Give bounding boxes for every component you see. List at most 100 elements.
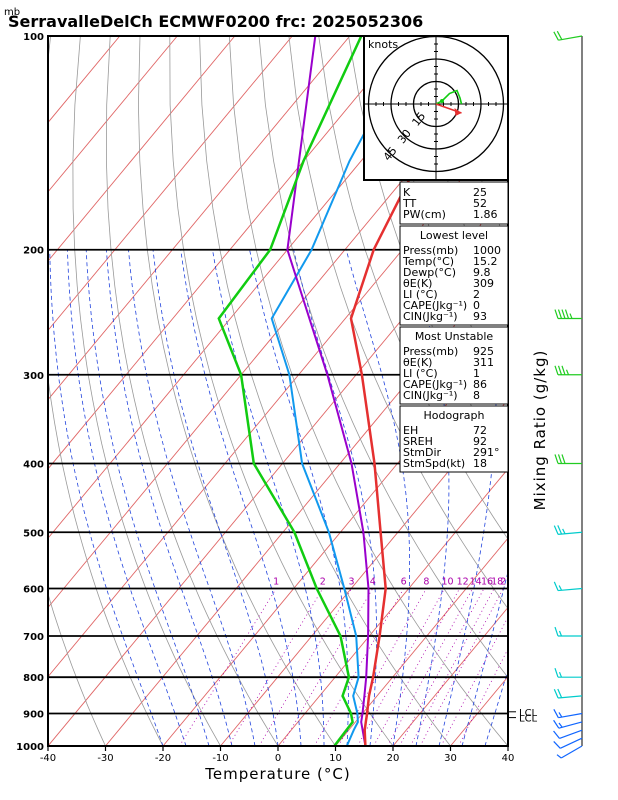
lowest-level-label: Press(mb)	[403, 244, 458, 257]
wind-barb-half	[558, 671, 563, 678]
mixing-ratio-label: 18	[491, 576, 503, 587]
pressure-tick-label: 700	[23, 632, 44, 643]
dry-adiabat-line	[137, 36, 336, 746]
wind-barb-flag	[564, 309, 570, 319]
mixing-ratio-label: 4	[370, 576, 376, 587]
wind-barb-flag	[556, 30, 563, 40]
isotherm-line	[48, 36, 178, 193]
lowest-level-value: 0	[473, 299, 480, 312]
lowest-level-heading: Lowest level	[420, 229, 488, 242]
hodograph-start-point	[440, 99, 444, 103]
mixing-ratio-line	[228, 588, 324, 746]
x-tick-label: 10	[329, 753, 342, 764]
index-label: K	[403, 186, 411, 199]
pressure-tick-label: 800	[23, 673, 44, 684]
most-unstable-value: 925	[473, 345, 494, 358]
most-unstable-label: Press(mb)	[403, 345, 458, 358]
pressure-tick-label: 900	[23, 710, 44, 721]
mixing-ratio-line	[410, 588, 495, 746]
x-tick-label: 20	[387, 753, 400, 764]
wind-barb-flag	[557, 454, 563, 464]
wind-barb-flag	[553, 525, 559, 535]
wind-barb-staff	[558, 587, 583, 592]
isotherm-line	[335, 537, 508, 746]
wind-barb-flag	[553, 719, 560, 729]
pressure-tick-label: 300	[23, 371, 44, 382]
mixing-ratio-label: 16	[481, 576, 493, 587]
hodograph-stats-value: 18	[473, 457, 487, 470]
mixing-ratio-label: 10	[442, 576, 454, 587]
mixing-ratio-line	[258, 588, 352, 746]
mixing-ratio-label: 30	[536, 576, 548, 587]
x-tick-label: -40	[40, 753, 56, 764]
profiles	[217, 36, 501, 746]
wind-barb-flag	[557, 309, 563, 319]
wind-barb-flag	[554, 309, 559, 319]
wind-barb-flag	[553, 581, 559, 591]
lowest-level-label: CAPE(Jkg⁻¹)	[403, 299, 467, 312]
wind-barb-flag	[553, 31, 559, 41]
moist-adiabat-line	[106, 249, 233, 746]
wind-barb-staff	[560, 745, 583, 759]
mixing-ratio-label: 1	[273, 576, 279, 587]
mixing-ratio-line	[357, 588, 445, 746]
mixing-ratio-line	[373, 588, 460, 746]
hodograph-stats-label: SREH	[403, 435, 433, 448]
hodograph-stats-value: 72	[473, 424, 487, 437]
lowest-level-value: 93	[473, 310, 487, 323]
wind-barb-half	[562, 528, 566, 535]
moist-adiabat-line	[293, 249, 378, 746]
most-unstable-box	[399, 326, 509, 405]
wind-barb-flag	[553, 689, 559, 699]
x-tick-label: 0	[275, 753, 281, 764]
dewpoint-profile	[217, 36, 363, 746]
most-unstable-label: CAPE(Jkg⁻¹)	[403, 378, 467, 391]
hodograph-stats-label: StmSpd(kt)	[403, 457, 465, 470]
mixing-ratio-label: 25	[520, 576, 532, 587]
isotherm-line	[277, 468, 508, 746]
wind-barb-flag	[561, 454, 566, 464]
dry-adiabat-line	[48, 36, 164, 746]
isotherm-line	[48, 36, 293, 332]
wind-barb-staff	[558, 695, 583, 699]
isotherm-line	[48, 36, 236, 262]
wind-barb-staff	[558, 35, 583, 41]
wind-barb-half	[556, 754, 562, 759]
mixing-ratio-line	[440, 616, 508, 746]
moist-adiabat-line	[152, 249, 279, 746]
lowest-level-value: 1000	[473, 244, 501, 257]
lowest-level-value: 9.8	[473, 266, 491, 279]
wind-barb-flag	[561, 365, 566, 375]
x-axis-label: Temperature (°C)	[204, 765, 350, 783]
index-value: 1.86	[473, 208, 498, 221]
lowest-level-label: θE(K)	[403, 277, 432, 290]
moist-adiabat-line	[180, 249, 302, 746]
pressure-tick-label: 1000	[16, 742, 44, 753]
pressure-tick-label: 600	[23, 584, 44, 595]
moist-adiabat-line	[212, 249, 325, 746]
lowest-level-value: 15.2	[473, 255, 498, 268]
theta-label: 30	[512, 584, 525, 595]
dry-adiabat-line	[318, 36, 508, 540]
x-tick-label: 40	[502, 753, 515, 764]
wind-barb-half	[558, 630, 563, 637]
lowest-level-label: Temp(°C)	[402, 255, 454, 268]
index-label: PW(cm)	[403, 208, 446, 221]
index-value: 25	[473, 186, 487, 199]
moist-adiabat-line	[249, 249, 349, 746]
wind-barb-staff	[558, 721, 583, 729]
mixing-ratio-label: 6	[401, 576, 407, 587]
right-axis-label: Mixing Ratio (g/kg)	[531, 350, 549, 511]
wind-barb-flag	[554, 668, 559, 678]
x-tick-label: -10	[212, 753, 228, 764]
indices-box	[399, 181, 509, 225]
temperature-profile	[349, 36, 501, 746]
hodograph-stats-value: 291°	[473, 446, 500, 459]
dry-adiabat-line	[228, 36, 508, 746]
mixing-ratio-label: 3	[349, 576, 355, 587]
pressure-unit-label: mb	[4, 7, 20, 18]
most-unstable-label: LI (°C)	[403, 367, 438, 380]
